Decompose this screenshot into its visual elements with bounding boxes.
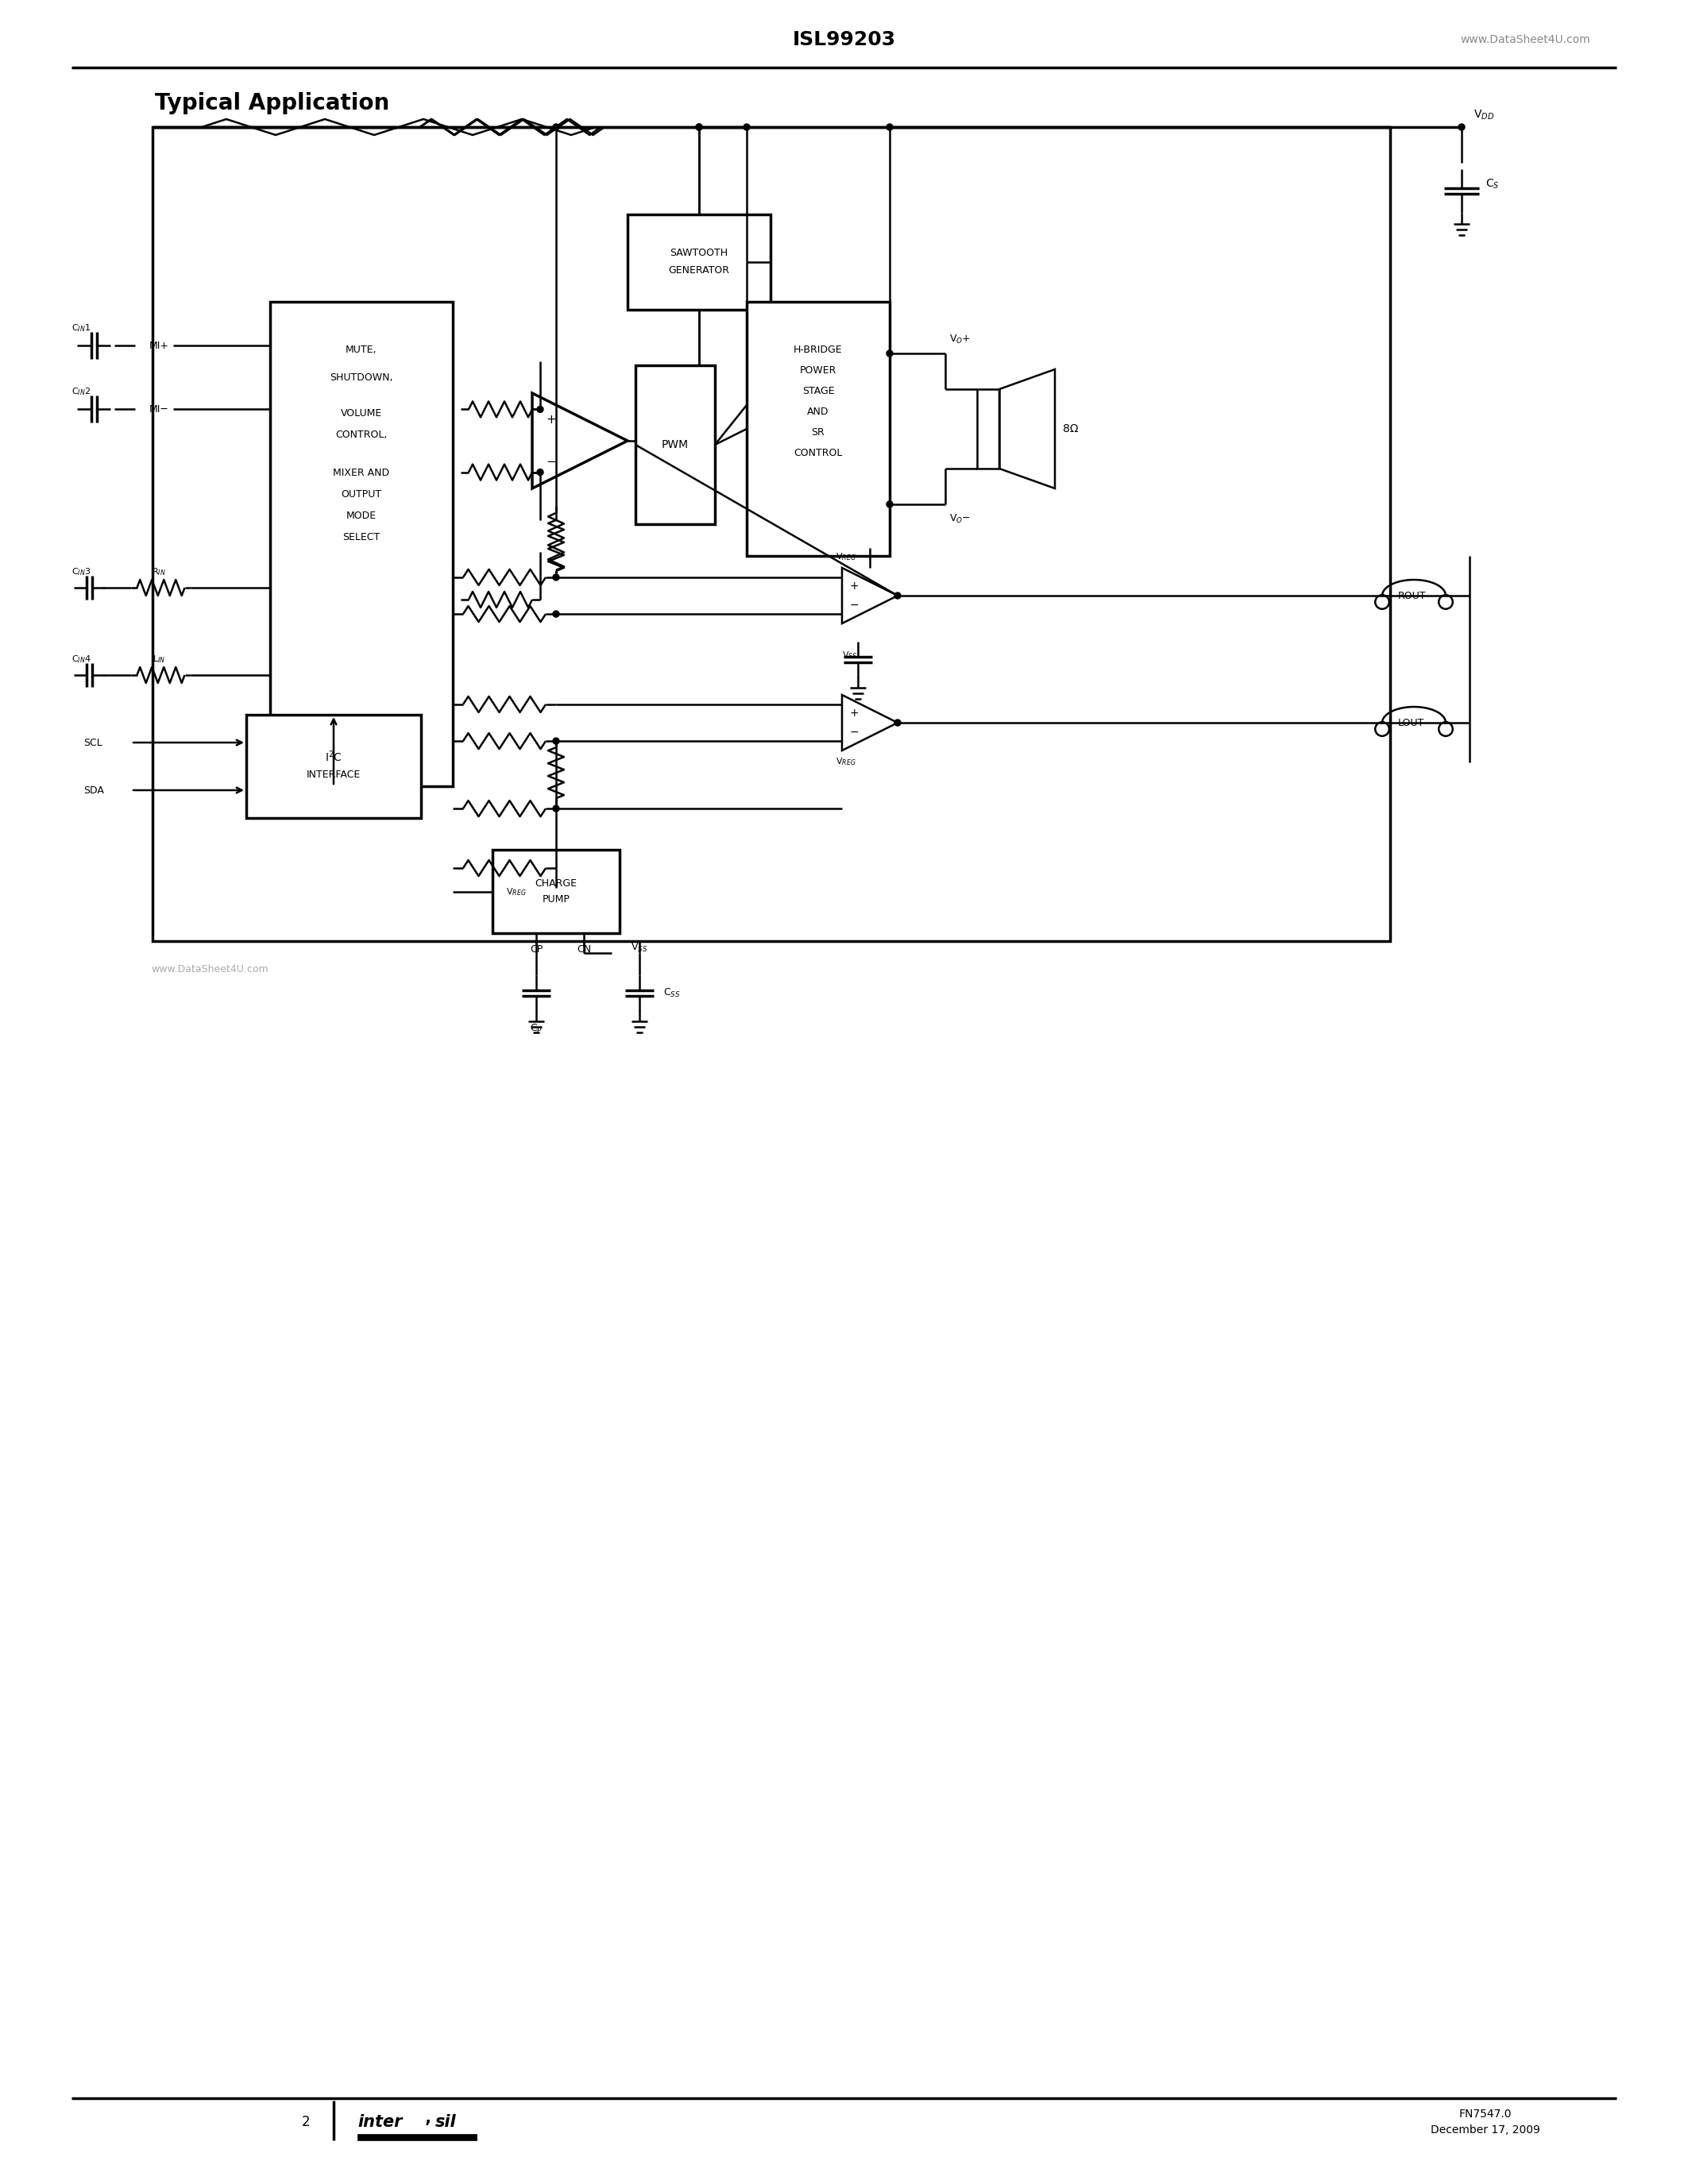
Text: www.DataSheet4U.com: www.DataSheet4U.com	[150, 963, 268, 974]
Bar	[746, 301, 890, 557]
Text: AND: AND	[807, 406, 829, 417]
Text: L$_{IN}$: L$_{IN}$	[152, 653, 165, 664]
Text: MI+: MI+	[149, 341, 169, 352]
Circle shape	[1458, 124, 1465, 131]
Bar	[358, 2134, 476, 2140]
Text: −: −	[547, 456, 557, 467]
Text: V$_{SS}$: V$_{SS}$	[842, 649, 858, 662]
Circle shape	[537, 406, 544, 413]
Text: CP: CP	[530, 943, 542, 954]
Circle shape	[886, 349, 893, 356]
Circle shape	[554, 806, 559, 812]
Bar	[635, 365, 716, 524]
Circle shape	[886, 124, 893, 131]
Text: −: −	[851, 727, 859, 738]
Text: C$_S$: C$_S$	[1485, 177, 1499, 190]
Text: MODE: MODE	[346, 511, 376, 520]
Circle shape	[554, 738, 559, 745]
Text: −: −	[851, 601, 859, 612]
Text: V$_{REG}$: V$_{REG}$	[506, 887, 527, 898]
Text: +: +	[547, 413, 557, 426]
Text: CONTROL: CONTROL	[793, 448, 842, 459]
Bar	[246, 714, 420, 819]
Text: ’: ’	[425, 2121, 432, 2136]
Text: C$_{SS}$: C$_{SS}$	[663, 987, 680, 998]
Text: MI−: MI−	[149, 404, 169, 415]
Text: PWM: PWM	[662, 439, 689, 450]
Text: SDA: SDA	[83, 784, 105, 795]
Bar	[628, 214, 770, 310]
Circle shape	[554, 124, 559, 131]
Text: SHUTDOWN,: SHUTDOWN,	[329, 371, 393, 382]
Text: ISL99203: ISL99203	[792, 31, 896, 50]
Text: V$_O$−: V$_O$−	[949, 513, 971, 524]
Circle shape	[895, 719, 901, 725]
Bar	[152, 127, 1391, 941]
Text: V$_{DD}$: V$_{DD}$	[1474, 109, 1494, 122]
Text: ROUT: ROUT	[1398, 590, 1426, 601]
Text: CN: CN	[577, 943, 591, 954]
Text: December 17, 2009: December 17, 2009	[1431, 2125, 1539, 2136]
Circle shape	[695, 124, 702, 131]
Text: STAGE: STAGE	[802, 387, 834, 395]
Bar	[493, 850, 619, 933]
Text: PUMP: PUMP	[542, 893, 571, 904]
Text: V$_{REG}$: V$_{REG}$	[836, 756, 856, 767]
Text: CHARGE: CHARGE	[535, 878, 577, 889]
Text: V$_{SS}$: V$_{SS}$	[631, 941, 648, 954]
Text: +: +	[851, 708, 859, 719]
Text: C$_{IN}$2: C$_{IN}$2	[71, 387, 91, 397]
Text: SELECT: SELECT	[343, 531, 380, 542]
Text: H-BRIDGE: H-BRIDGE	[793, 345, 842, 354]
Text: GENERATOR: GENERATOR	[668, 264, 729, 275]
Circle shape	[886, 500, 893, 507]
Text: SAWTOOTH: SAWTOOTH	[670, 247, 728, 258]
Text: SR: SR	[812, 426, 825, 437]
Text: MIXER AND: MIXER AND	[333, 467, 390, 478]
Text: I$^2$C: I$^2$C	[326, 749, 343, 764]
Text: inter: inter	[358, 2114, 402, 2129]
Text: LOUT: LOUT	[1398, 719, 1425, 727]
Text: 8Ω: 8Ω	[1063, 424, 1079, 435]
Text: SCL: SCL	[83, 738, 103, 747]
Circle shape	[743, 124, 749, 131]
Text: INTERFACE: INTERFACE	[307, 769, 361, 780]
Circle shape	[895, 592, 901, 598]
Text: sil: sil	[436, 2114, 456, 2129]
Text: www.DataSheet4U.com: www.DataSheet4U.com	[1460, 35, 1590, 46]
Text: FN7547.0: FN7547.0	[1458, 2108, 1512, 2121]
Text: C$_P$: C$_P$	[530, 1022, 542, 1035]
Text: CONTROL,: CONTROL,	[336, 430, 388, 439]
Circle shape	[537, 470, 544, 476]
Text: R$_{IN}$: R$_{IN}$	[152, 566, 165, 577]
Text: VOLUME: VOLUME	[341, 408, 381, 417]
Text: POWER: POWER	[800, 365, 837, 376]
Text: C$_{IN}$3: C$_{IN}$3	[71, 566, 91, 577]
Text: MUTE,: MUTE,	[346, 345, 376, 354]
Circle shape	[554, 574, 559, 581]
Text: Typical Application: Typical Application	[155, 92, 390, 114]
Text: C$_{IN}$1: C$_{IN}$1	[71, 323, 91, 334]
Circle shape	[695, 124, 702, 131]
Text: 2: 2	[302, 2114, 311, 2129]
Text: C$_{IN}$4: C$_{IN}$4	[71, 653, 91, 664]
Text: +: +	[851, 581, 859, 592]
Text: OUTPUT: OUTPUT	[341, 489, 381, 500]
Text: V$_O$+: V$_O$+	[949, 334, 971, 345]
Bar	[977, 389, 999, 470]
Circle shape	[554, 612, 559, 618]
Text: V$_{REG}$: V$_{REG}$	[836, 550, 856, 561]
Bar	[270, 301, 452, 786]
